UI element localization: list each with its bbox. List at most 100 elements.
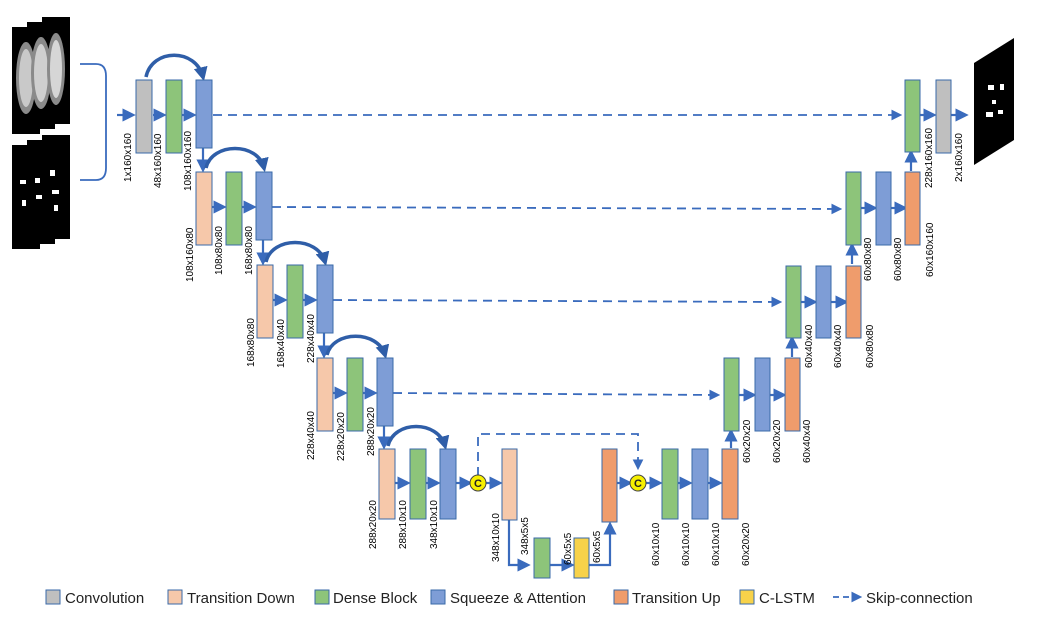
enc3-squeeze-attention-block (316, 264, 334, 334)
enc1-dense-block (165, 79, 183, 154)
enc2-squeeze-attention-block (255, 171, 273, 241)
enc4-dense-block (346, 357, 364, 432)
dim-label: 60x20x20 (742, 419, 753, 463)
dim-label: 1x160x160 (123, 133, 134, 182)
legend-swatch (314, 589, 330, 605)
dim-label: 168x80x80 (246, 318, 257, 367)
legend-item-skip-connection: Skip-connection (833, 590, 973, 607)
dim-label: 60x40x40 (833, 324, 844, 368)
dim-label: 228x40x40 (306, 314, 317, 363)
enc3-dense-block (286, 264, 304, 339)
concat-node-decoder-label: C (634, 478, 642, 490)
dec2-transition-up-block (904, 171, 921, 246)
bottleneck-transition-up-block (601, 448, 618, 523)
legend-swatch (739, 589, 755, 605)
bottleneck-dense-block (533, 537, 551, 579)
dim-label: 60x20x20 (741, 522, 752, 566)
concat-node-encoder: C (469, 474, 487, 492)
dim-label: 60x10x10 (651, 522, 662, 566)
dim-label: 348x5x5 (520, 517, 531, 555)
dim-label: 60x10x10 (681, 522, 692, 566)
dim-label: 348x10x10 (491, 513, 502, 562)
enc1-squeeze-attention-block (195, 79, 213, 149)
output-mask (974, 38, 1014, 165)
dec5-squeeze-attention-block (691, 448, 709, 520)
dim-label: 168x80x80 (244, 226, 255, 275)
legend-label: Transition Down (187, 590, 295, 607)
dim-label: 228x40x40 (306, 411, 317, 460)
legend-swatch (613, 589, 629, 605)
legend-item-convolution: Convolution (45, 589, 144, 607)
dec4-dense-block (723, 357, 740, 432)
legend-item-transition-up: Transition Up (613, 589, 721, 607)
dim-label: 228x20x20 (336, 412, 347, 461)
bottleneck-blocks (501, 448, 618, 579)
legend-swatch (167, 589, 183, 605)
legend-label: Squeeze & Attention (450, 590, 586, 607)
flow-arrows (117, 108, 969, 572)
dec1-dense-block (904, 79, 921, 153)
enc5-transition-down-block (378, 448, 396, 520)
dec2-squeeze-attention-block (875, 171, 892, 246)
enc4-transition-down-block (316, 357, 334, 432)
legend-item-transition-down: Transition Down (167, 589, 295, 607)
dec3-dense-block (785, 265, 802, 339)
dim-label: 2x160x160 (954, 133, 965, 182)
enc2-transition-down-block (195, 171, 213, 246)
dec1-convolution-block (935, 79, 952, 154)
dim-label: 168x40x40 (276, 319, 287, 368)
dec3-transition-up-block (845, 265, 862, 339)
dec5-transition-up-block (721, 448, 739, 520)
dim-label: 60x80x80 (865, 324, 876, 368)
dim-label: 108x160x160 (183, 131, 194, 191)
dim-label: 288x20x20 (368, 500, 379, 549)
input-mask-stack (12, 135, 70, 249)
input-bracket (80, 63, 107, 181)
encoder-blocks (135, 79, 457, 520)
decoder-blocks (661, 79, 952, 520)
dim-label: 60x40x40 (802, 419, 813, 463)
dim-label: 60x10x10 (711, 522, 722, 566)
enc4-squeeze-attention-block (376, 357, 394, 427)
residual-arcs (144, 53, 450, 451)
input-mri-stack (12, 17, 70, 134)
dec4-transition-up-block (784, 357, 801, 432)
dim-label: 60x80x80 (863, 237, 874, 281)
legend-label: Transition Up (632, 590, 721, 607)
dim-label: 288x10x10 (398, 500, 409, 549)
enc3-transition-down-block (256, 264, 274, 339)
dimension-labels: 1x160x160 48x160x160 108x160x160 108x160… (123, 128, 965, 566)
dim-label: 348x10x10 (429, 500, 440, 549)
dim-label: 60x40x40 (804, 324, 815, 368)
dim-label: 108x80x80 (214, 226, 225, 275)
dim-label: 60x5x5 (563, 532, 574, 565)
enc5-squeeze-attention-block (439, 448, 457, 520)
dec3-squeeze-attention-block (815, 265, 832, 339)
legend-item-dense-block: Dense Block (314, 589, 418, 607)
dim-label: 48x160x160 (153, 133, 164, 188)
bottleneck-transition-down-block (501, 448, 518, 521)
legend-label: Convolution (65, 590, 144, 607)
dim-label: 108x160x80 (185, 227, 196, 282)
legend-swatch (430, 589, 446, 605)
dim-label: 60x160x160 (925, 222, 936, 277)
dim-label: 60x20x20 (772, 419, 783, 463)
enc5-dense-block (409, 448, 427, 520)
skip-connections (213, 109, 903, 476)
enc1-convolution-block (135, 79, 153, 154)
dim-label: 288x20x20 (366, 407, 377, 456)
bottleneck-clstm-block (573, 537, 590, 579)
dim-label: 228x160x160 (924, 128, 935, 188)
legend-item-clstm: C-LSTM (739, 589, 815, 607)
legend-label: C-LSTM (759, 590, 815, 607)
dec4-squeeze-attention-block (754, 357, 771, 432)
dim-label: 60x5x5 (592, 530, 603, 563)
dec2-dense-block (845, 171, 862, 246)
dec5-dense-block (661, 448, 679, 520)
enc2-dense-block (225, 171, 243, 246)
concat-node-decoder: C (629, 474, 647, 492)
legend-label: Skip-connection (866, 590, 973, 607)
legend: Convolution Transition Down Dense Block … (45, 589, 973, 607)
legend-swatch (45, 589, 61, 605)
